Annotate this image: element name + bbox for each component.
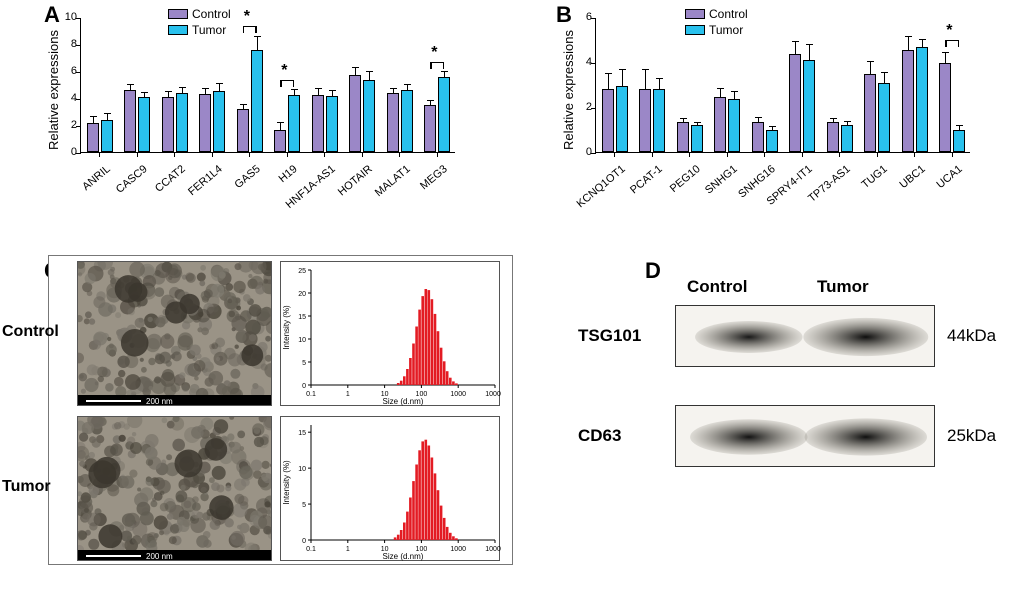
svg-text:1000: 1000 — [450, 391, 466, 398]
bar — [827, 122, 839, 152]
ytick: 4 — [566, 56, 592, 68]
bar — [878, 83, 890, 152]
western-blot — [675, 305, 935, 367]
tem-image: 200 nm — [77, 261, 272, 406]
chart-B: Relative expressions 0246KCNQ1OT1PCAT-1P… — [0, 0, 1020, 240]
svg-text:10: 10 — [298, 337, 306, 344]
western-blot — [675, 405, 935, 467]
bar — [803, 60, 815, 152]
bar — [916, 47, 928, 152]
bar — [639, 89, 651, 152]
svg-text:0: 0 — [302, 538, 306, 545]
bar — [939, 63, 951, 152]
bar — [953, 130, 965, 153]
svg-text:10000: 10000 — [485, 546, 501, 553]
bar — [728, 99, 740, 152]
blot-row-size: 44kDa — [947, 326, 996, 346]
svg-text:1: 1 — [346, 546, 350, 553]
bar — [714, 97, 726, 152]
significance-star: * — [946, 22, 952, 40]
legend-B: Control Tumor — [685, 6, 748, 38]
size-histogram: 0.11101001000100000510152025Size (d.nm)I… — [280, 261, 500, 406]
bar — [902, 50, 914, 152]
legend-label: Control — [709, 7, 748, 21]
svg-text:15: 15 — [298, 430, 306, 437]
bar — [602, 89, 614, 152]
svg-text:Size (d.nm): Size (d.nm) — [383, 552, 424, 561]
svg-text:20: 20 — [298, 291, 306, 298]
svg-text:200 nm: 200 nm — [146, 397, 173, 406]
blot-row-size: 25kDa — [947, 426, 996, 446]
bar — [677, 122, 689, 152]
panel-label-D: D — [645, 258, 661, 284]
svg-text:25: 25 — [298, 268, 306, 275]
bar — [752, 122, 764, 152]
blot-row-name: TSG101 — [578, 326, 641, 346]
legend-swatch — [685, 9, 705, 19]
svg-text:0: 0 — [302, 383, 306, 390]
panel-c-box: 200 nm0.11101001000100000510152025Size (… — [48, 255, 513, 565]
legend-item: Control — [685, 6, 748, 22]
blot-row-name: CD63 — [578, 426, 621, 446]
bar — [841, 125, 853, 152]
svg-text:15: 15 — [298, 314, 306, 321]
tem-image: 200 nm — [77, 416, 272, 561]
blot-column-header: Tumor — [817, 277, 869, 297]
panel-c-row-label: Control — [2, 323, 46, 341]
svg-text:10: 10 — [298, 466, 306, 473]
svg-text:Intensity (%): Intensity (%) — [282, 305, 291, 350]
ytick: 2 — [566, 101, 592, 113]
svg-text:10000: 10000 — [485, 391, 501, 398]
svg-text:0.1: 0.1 — [306, 391, 316, 398]
svg-text:1000: 1000 — [450, 546, 466, 553]
xtick-label: KCNQ1OT1 — [562, 163, 627, 220]
svg-text:1: 1 — [346, 391, 350, 398]
ytick: 0 — [566, 146, 592, 158]
bar — [691, 125, 703, 152]
legend-item: Tumor — [685, 22, 748, 38]
svg-text:0.1: 0.1 — [306, 546, 316, 553]
svg-text:200 nm: 200 nm — [146, 552, 173, 561]
plot-area-B: 0246KCNQ1OT1PCAT-1PEG10SNHG1SNHG16SPRY4-… — [595, 18, 970, 153]
bar — [789, 54, 801, 152]
legend-swatch — [685, 25, 705, 35]
svg-text:Intensity (%): Intensity (%) — [282, 460, 291, 505]
bar — [653, 89, 665, 152]
ytick: 6 — [566, 11, 592, 23]
bar — [766, 130, 778, 153]
bar — [864, 74, 876, 152]
svg-text:5: 5 — [302, 502, 306, 509]
panel-c-row-label: Tumor — [2, 478, 46, 496]
bar — [616, 86, 628, 152]
svg-text:Size (d.nm): Size (d.nm) — [383, 397, 424, 406]
blot-column-header: Control — [687, 277, 747, 297]
legend-label: Tumor — [709, 23, 743, 37]
size-histogram: 0.1110100100010000051015Size (d.nm)Inten… — [280, 416, 500, 561]
svg-text:5: 5 — [302, 360, 306, 367]
yaxis-label-B: Relative expressions — [561, 30, 576, 150]
